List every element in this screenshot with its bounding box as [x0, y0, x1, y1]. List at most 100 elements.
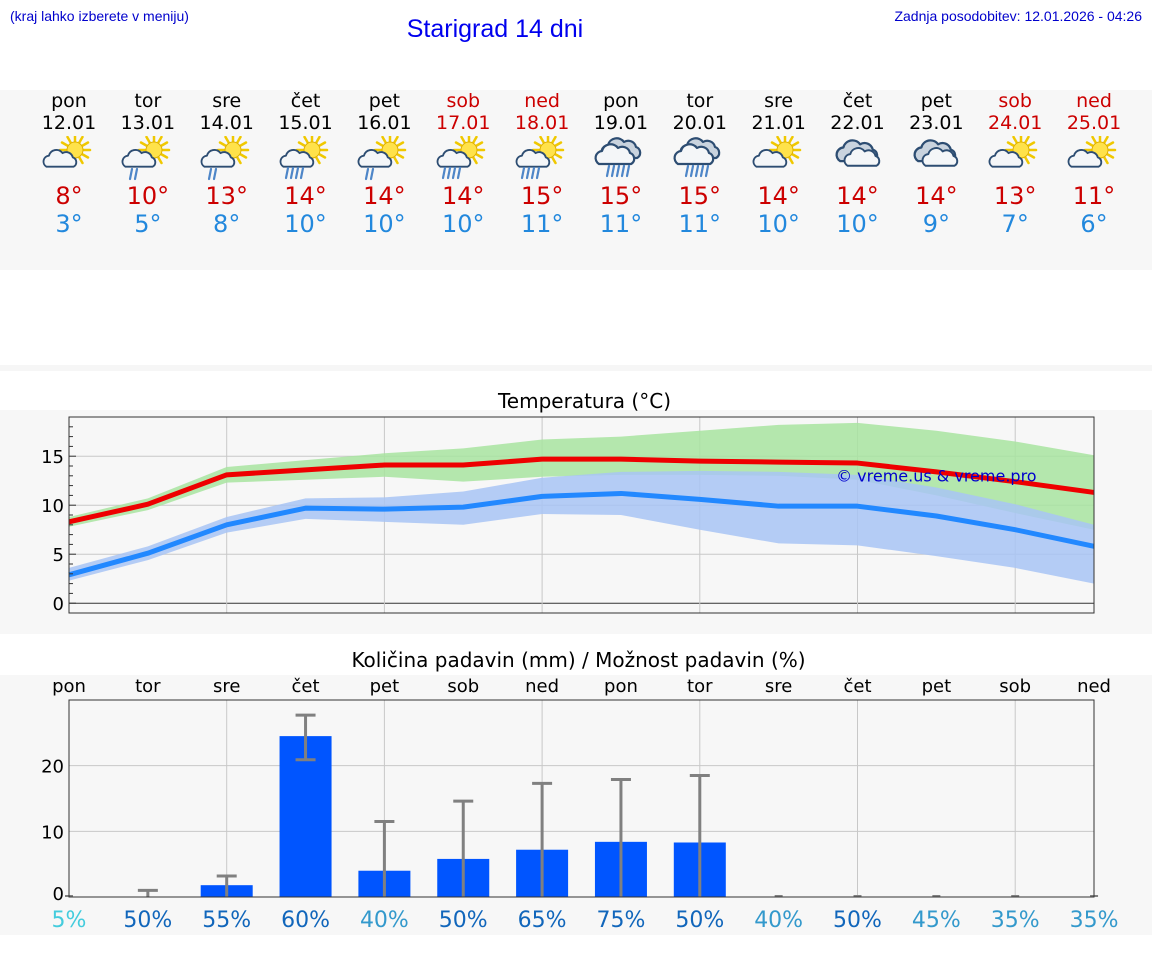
max-range-band [69, 422, 1095, 530]
precip-probability: 40% [360, 908, 409, 933]
x-category-label: ned [525, 676, 559, 697]
y-tick-label: 20 [41, 757, 64, 778]
forecast-day: čet 22.01 14° 10° [818, 90, 897, 255]
day-date: 24.01 [987, 112, 1043, 134]
day-name: pon [603, 90, 639, 112]
temp-max: 15° [520, 182, 564, 210]
x-category-label: pet [922, 676, 952, 697]
day-date: 19.01 [593, 112, 649, 134]
sun-cloud-heavy-rain-icon [515, 136, 565, 180]
temp-max: 14° [441, 182, 485, 210]
temperature-chart: 0 5 10 15 Temperatura (°C) © vreme.us & vreme… [41, 389, 1095, 615]
day-name: sob [998, 90, 1032, 112]
precip-probability: 40% [754, 908, 803, 933]
y-tick-label: 0 [53, 594, 64, 615]
y-tick-label: 15 [41, 447, 64, 468]
sun-cloud-heavy-rain-icon [279, 136, 328, 180]
day-date: 15.01 [278, 112, 333, 134]
forecast-day: pon 12.01 8° 3° [30, 90, 109, 255]
x-category-label: čet [843, 676, 871, 697]
cloud-heavy-rain-icon [594, 137, 642, 178]
precip-probability: 35% [991, 908, 1040, 933]
sun-cloud-light-rain-icon [357, 136, 407, 181]
temp-max: 10° [126, 182, 170, 210]
day-date: 21.01 [751, 112, 806, 134]
temp-max: 14° [836, 182, 879, 210]
cloud-icon [913, 139, 959, 167]
day-name: sre [212, 90, 242, 112]
precip-probability: 50% [833, 908, 882, 933]
forecast-panel [0, 90, 1152, 270]
forecast-day: sre 21.01 14° 10° [739, 90, 818, 255]
forecast-day: čet 15.01 14° 10° [266, 90, 345, 255]
day-date: 22.01 [830, 112, 885, 134]
precip-probability: 50% [675, 908, 724, 933]
day-name: pon [51, 90, 87, 112]
chart-title: Količina padavin (mm) / Možnost padavin … [351, 648, 805, 672]
separator [0, 365, 1152, 371]
temp-max: 14° [915, 182, 958, 210]
y-tick-label: 5 [53, 545, 64, 566]
temp-min: 10° [284, 210, 327, 238]
forecast-day: sob 24.01 13° 7° [976, 90, 1055, 255]
y-tick-label: 10 [41, 496, 64, 517]
x-category-label: sre [213, 676, 240, 697]
cloud-heavy-rain-icon [673, 137, 721, 178]
min-temperature-line [68, 490, 1095, 578]
temp-min: 10° [757, 210, 800, 238]
y-tick-label: 0 [53, 884, 64, 905]
min-range-band [69, 470, 1095, 584]
temp-min: 3° [55, 210, 83, 238]
cloud-icon [834, 139, 880, 167]
precip-probability: 50% [439, 908, 488, 933]
forecast-day: pon 19.01 15° 11° [581, 90, 660, 255]
temp-min: 6° [1080, 210, 1108, 238]
day-date: 13.01 [120, 112, 176, 134]
precip-probability: 50% [123, 908, 172, 933]
temp-max: 13° [205, 182, 248, 210]
day-date: 12.01 [41, 112, 97, 134]
plot-area [69, 700, 1094, 897]
temp-min: 9° [922, 210, 950, 238]
temp-min: 10° [441, 210, 485, 238]
precip-probability: 65% [518, 908, 567, 933]
day-name: ned [524, 90, 560, 112]
temp-min: 7° [1001, 210, 1029, 238]
temp-min: 10° [836, 210, 879, 238]
x-category-label: pon [52, 676, 86, 697]
x-category-label: čet [292, 676, 320, 697]
x-category-label: sob [999, 676, 1031, 697]
forecast-day: ned 18.01 15° 11° [503, 90, 582, 255]
sun-cloud-rain-icon [121, 136, 171, 181]
forecast-day: ned 25.01 11° 6° [1055, 90, 1134, 255]
page-title: Starigrad 14 dni [406, 15, 584, 43]
precip-probability: 45% [912, 908, 961, 933]
day-date: 16.01 [357, 112, 412, 134]
partly-sunny-icon [752, 136, 801, 168]
day-date: 14.01 [199, 112, 254, 134]
temp-min: 5° [134, 210, 162, 238]
partly-sunny-icon [1067, 136, 1117, 168]
temp-min: 10° [363, 210, 406, 238]
day-name: ned [1076, 90, 1112, 112]
location-hint: (kraj lahko izberete v meniju) [10, 8, 189, 24]
temp-min: 11° [678, 210, 722, 238]
temp-min: 11° [520, 210, 564, 238]
last-update: Zadnja posodobitev: 12.01.2026 - 04:26 [894, 8, 1142, 24]
sun-cloud-heavy-rain-icon [436, 136, 486, 180]
x-category-label: pon [604, 676, 638, 697]
day-date: 23.01 [909, 112, 964, 134]
precip-probability: 35% [1070, 908, 1119, 933]
day-name: čet [842, 90, 873, 112]
day-name: sre [764, 90, 794, 112]
partly-sunny-icon [988, 136, 1038, 168]
x-category-label: tor [135, 676, 161, 697]
x-category-label: tor [687, 676, 713, 697]
chart-title: Temperatura (°C) [497, 389, 671, 413]
day-date: 25.01 [1066, 112, 1122, 134]
sun-cloud-light-rain-icon [200, 136, 249, 181]
partly-sunny-icon [42, 136, 92, 168]
temp-max: 13° [993, 182, 1037, 210]
temp-min: 11° [599, 210, 643, 238]
plot-frame [68, 699, 1095, 898]
